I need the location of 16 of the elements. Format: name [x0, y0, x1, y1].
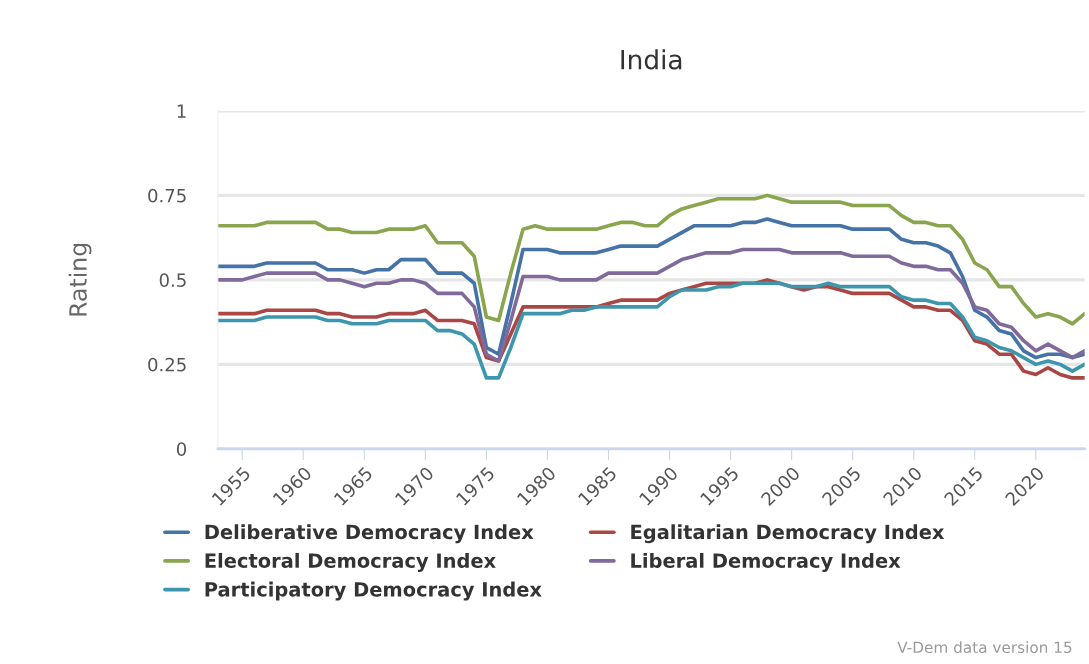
y-tick-label: 1: [177, 104, 186, 118]
chart-title: India: [621, 49, 682, 70]
line-series: [217, 217, 1085, 360]
y-tick-label: 0.5: [159, 273, 186, 287]
legend-label: Electoral Democracy Index: [205, 552, 496, 572]
legend-label: Participatory Democracy Index: [205, 581, 542, 601]
legend-label: Liberal Democracy Index: [631, 552, 901, 572]
line-series: [217, 247, 1085, 363]
legend-label: Egalitarian Democracy Index: [631, 524, 945, 544]
line-series: [217, 193, 1085, 326]
legend-label: Deliberative Democracy Index: [205, 524, 534, 544]
text: V-Dem data version 15: [897, 641, 1072, 654]
y-tick-label: 0: [176, 442, 187, 456]
y-axis-title: Rating: [68, 243, 92, 316]
y-tick-label: 0.25: [148, 357, 186, 372]
y-tick-label: 0.75: [148, 188, 186, 203]
